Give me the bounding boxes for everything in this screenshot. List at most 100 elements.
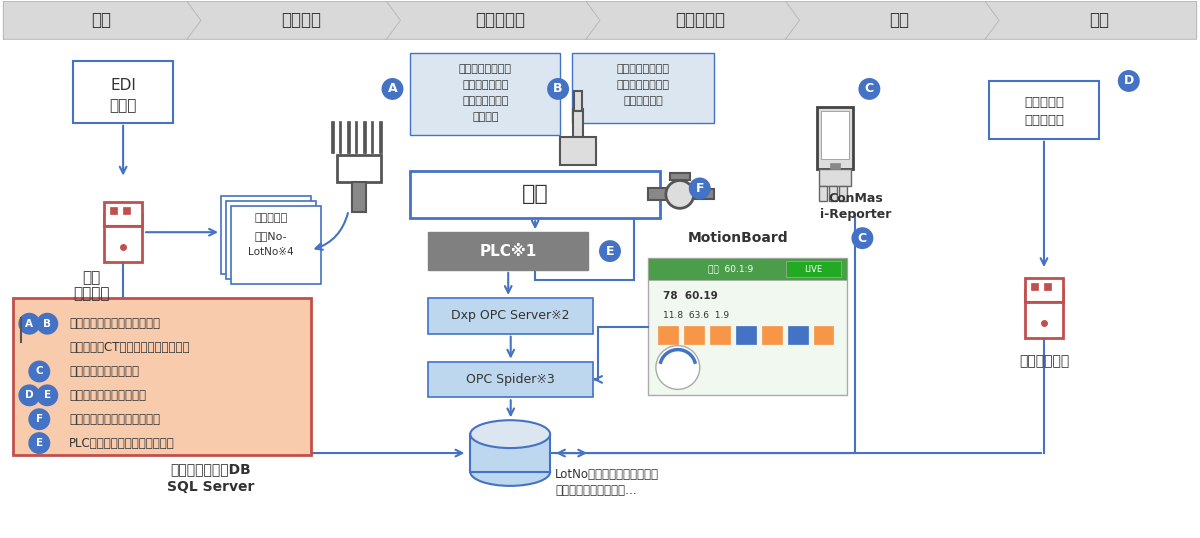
FancyBboxPatch shape (560, 137, 596, 165)
FancyBboxPatch shape (410, 171, 660, 218)
Text: 人の意識に頼らない進捗実績: 人の意識に頼らない進捗実績 (70, 317, 161, 330)
Text: C: C (36, 366, 43, 377)
Circle shape (852, 227, 874, 249)
Text: 工程管理表: 工程管理表 (254, 213, 287, 223)
FancyArrowPatch shape (316, 213, 348, 250)
FancyBboxPatch shape (1031, 283, 1038, 290)
FancyBboxPatch shape (694, 189, 714, 200)
Circle shape (1117, 70, 1140, 92)
Text: 設備: 設備 (522, 185, 548, 204)
Text: 時刻がエンド: 時刻がエンド (623, 96, 662, 106)
Text: 液温、設備エラーログ…: 液温、設備エラーログ… (556, 484, 637, 497)
Polygon shape (4, 2, 200, 39)
FancyBboxPatch shape (786, 261, 841, 277)
FancyBboxPatch shape (110, 207, 118, 214)
Text: スタートしない: スタートしない (462, 80, 509, 90)
FancyBboxPatch shape (830, 162, 840, 168)
Text: 出荷ロット単位での記録: 出荷ロット単位での記録 (70, 389, 146, 402)
FancyBboxPatch shape (787, 325, 808, 344)
Circle shape (36, 313, 59, 335)
FancyBboxPatch shape (428, 232, 588, 270)
Text: 品質・工程管理DB: 品質・工程管理DB (170, 462, 251, 476)
FancyBboxPatch shape (104, 214, 142, 262)
FancyBboxPatch shape (337, 154, 380, 182)
Text: SQL Server: SQL Server (167, 480, 254, 494)
FancyBboxPatch shape (817, 107, 853, 168)
Text: 読まないと設備が: 読まないと設備が (458, 64, 511, 74)
FancyBboxPatch shape (73, 61, 173, 123)
Text: F: F (36, 414, 43, 424)
FancyBboxPatch shape (410, 53, 560, 134)
Polygon shape (586, 2, 799, 39)
Text: 基幹システム: 基幹システム (1019, 355, 1069, 369)
FancyBboxPatch shape (226, 201, 316, 279)
Circle shape (858, 78, 881, 100)
FancyBboxPatch shape (840, 187, 847, 201)
Text: 受注: 受注 (91, 11, 112, 29)
Text: 読ませた時刻が: 読ませた時刻が (462, 96, 509, 106)
Text: D: D (25, 391, 34, 400)
FancyBboxPatch shape (822, 111, 850, 159)
Text: 11.8  63.6  1.9: 11.8 63.6 1.9 (662, 312, 728, 320)
Text: 出荷: 出荷 (1088, 11, 1109, 29)
Text: B: B (553, 82, 563, 95)
FancyBboxPatch shape (574, 109, 583, 139)
FancyBboxPatch shape (378, 121, 382, 153)
FancyBboxPatch shape (347, 121, 349, 153)
Text: E: E (36, 438, 43, 448)
FancyBboxPatch shape (648, 258, 847, 280)
FancyBboxPatch shape (648, 258, 847, 395)
FancyBboxPatch shape (736, 325, 756, 344)
Ellipse shape (470, 420, 550, 448)
Text: 生産指示: 生産指示 (281, 11, 320, 29)
FancyBboxPatch shape (331, 121, 334, 153)
Text: EDI: EDI (110, 79, 136, 94)
FancyBboxPatch shape (572, 53, 714, 123)
Polygon shape (386, 2, 600, 39)
FancyBboxPatch shape (371, 121, 372, 153)
Text: LotNo、時刻、電流、電圧、: LotNo、時刻、電流、電圧、 (556, 469, 659, 482)
Text: PLC※1: PLC※1 (480, 244, 536, 259)
FancyBboxPatch shape (670, 173, 690, 180)
Text: i-Reporter: i-Reporter (820, 208, 892, 221)
FancyBboxPatch shape (428, 298, 593, 334)
Text: 管理帳票を自動的作成: 管理帳票を自動的作成 (70, 365, 139, 378)
Text: データ: データ (109, 98, 137, 114)
Text: A: A (388, 82, 397, 95)
Text: 基幹: 基幹 (82, 271, 101, 286)
FancyBboxPatch shape (829, 187, 838, 201)
FancyBboxPatch shape (820, 168, 852, 187)
Text: 78  60.19: 78 60.19 (662, 291, 718, 301)
FancyBboxPatch shape (338, 121, 341, 153)
FancyBboxPatch shape (13, 298, 311, 455)
Text: 設備  60.1:9: 設備 60.1:9 (708, 265, 754, 273)
Text: システム: システム (73, 286, 109, 301)
FancyBboxPatch shape (124, 207, 130, 214)
Text: E: E (43, 391, 50, 400)
FancyBboxPatch shape (104, 202, 142, 226)
Text: バルブの自動制御と水量把握: バルブの自動制御と水量把握 (70, 413, 161, 426)
Text: Dxp OPC Server※2: Dxp OPC Server※2 (451, 309, 570, 322)
Text: 受注No-: 受注No- (254, 231, 287, 241)
FancyBboxPatch shape (709, 325, 730, 344)
Text: ボタンが押された: ボタンが押された (617, 80, 670, 90)
Text: ワークを排出する: ワークを排出する (617, 64, 670, 74)
Circle shape (29, 360, 50, 383)
FancyBboxPatch shape (658, 325, 678, 344)
Text: 正確な実績CTとそのバラツキの把握: 正確な実績CTとそのバラツキの把握 (70, 341, 190, 354)
FancyBboxPatch shape (1044, 283, 1051, 290)
Circle shape (656, 345, 700, 390)
FancyBboxPatch shape (684, 325, 703, 344)
Text: スタート: スタート (472, 112, 498, 122)
FancyBboxPatch shape (762, 325, 781, 344)
Text: LIVE: LIVE (804, 265, 822, 273)
Circle shape (29, 432, 50, 454)
Text: E: E (606, 245, 614, 258)
Text: A: A (25, 318, 34, 329)
Text: C: C (865, 82, 874, 95)
FancyBboxPatch shape (820, 187, 828, 201)
Polygon shape (786, 2, 1000, 39)
FancyBboxPatch shape (1025, 290, 1063, 338)
Text: ハンディー: ハンディー (1024, 96, 1064, 109)
Text: PLCログの分析による予兆保全: PLCログの分析による予兆保全 (70, 437, 175, 450)
